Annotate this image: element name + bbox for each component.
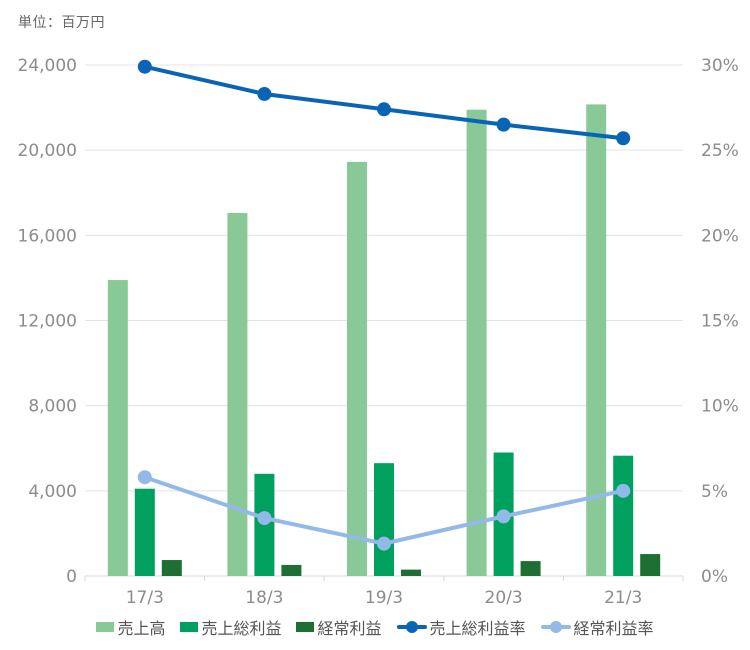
legend-item: 売上高: [96, 615, 165, 639]
legend-swatch-icon: [180, 622, 199, 632]
left-axis-tick-label: 8,000: [28, 397, 77, 417]
bar-ordinary_income: [520, 561, 541, 576]
bar-ordinary_income: [401, 569, 421, 576]
right-axis-tick-label: 10%: [701, 397, 739, 417]
point-ordinary_margin: [377, 536, 391, 551]
left-axis-tick-label: 12,000: [18, 312, 77, 332]
bar-sales: [107, 280, 128, 576]
legend-item: 経常利益率: [540, 615, 654, 639]
legend-line-marker-icon: [540, 620, 571, 634]
x-axis-label: 19/3: [365, 588, 403, 608]
x-axis-label: 18/3: [245, 588, 283, 608]
left-axis-tick-label: 24,000: [18, 56, 77, 76]
x-axis-label: 21/3: [604, 588, 642, 608]
point-gross_margin: [377, 102, 391, 117]
point-ordinary_margin: [137, 470, 152, 485]
legend-label: 経常利益: [317, 619, 382, 638]
x-axis-label: 20/3: [485, 588, 523, 608]
bar-ordinary_income: [640, 554, 661, 576]
point-gross_margin: [616, 131, 631, 146]
bar-sales: [586, 104, 607, 576]
bar-gross_profit: [613, 455, 634, 576]
point-gross_margin: [257, 86, 272, 101]
legend-label: 経常利益率: [573, 619, 654, 638]
right-axis-tick-label: 15%: [701, 312, 739, 332]
right-axis-tick-label: 25%: [701, 141, 739, 161]
unit-label: 単位：百万円: [18, 15, 105, 31]
bar-ordinary_income: [161, 560, 182, 576]
left-axis-tick-label: 0: [66, 567, 77, 587]
bar-sales: [347, 161, 367, 577]
bar-sales: [227, 212, 248, 576]
legend-label: 売上総利益: [201, 619, 282, 638]
left-axis-tick-label: 4,000: [28, 482, 77, 502]
legend-line-marker-icon: [396, 620, 427, 634]
left-axis-tick-label: 16,000: [18, 226, 77, 246]
right-axis-tick-label: 5%: [701, 482, 728, 502]
point-ordinary_margin: [616, 483, 631, 498]
legend-label: 売上高: [117, 619, 166, 638]
x-axis-label: 17/3: [126, 588, 164, 608]
legend-swatch-icon: [96, 622, 115, 632]
legend-label: 売上総利益率: [429, 619, 526, 638]
left-axis-tick-label: 20,000: [18, 141, 77, 161]
right-axis-tick-label: 0%: [701, 567, 728, 587]
legend-swatch-icon: [296, 622, 315, 632]
right-axis-tick-label: 20%: [701, 226, 739, 246]
point-gross_margin: [496, 117, 511, 132]
right-axis-tick-label: 30%: [701, 56, 739, 76]
legend-item: 売上総利益: [180, 615, 281, 639]
bar-gross_profit: [134, 488, 155, 576]
chart-legend: 売上高 売上総利益 経常利益 売上総利益率 経常利益率: [0, 614, 750, 640]
combo-chart: 0 0% 4,000 5% 8,000 10% 12,000 15% 16,000 20% 20,0…: [18, 56, 739, 608]
bar-ordinary_income: [281, 564, 302, 576]
legend-item: 経常利益: [296, 615, 382, 639]
legend-item: 売上総利益率: [396, 615, 526, 639]
point-ordinary_margin: [496, 509, 511, 524]
bar-sales: [466, 109, 487, 577]
point-ordinary_margin: [257, 511, 272, 526]
bar-gross_profit: [374, 463, 394, 576]
point-gross_margin: [137, 59, 152, 74]
